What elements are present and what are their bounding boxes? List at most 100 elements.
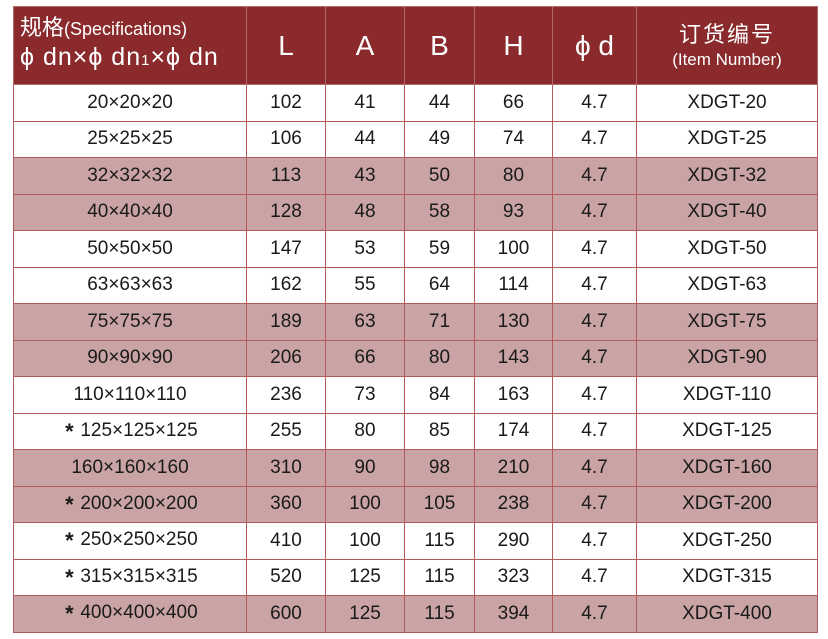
cell-h: 114 (474, 266, 553, 304)
spec-value: 63×63×63 (87, 274, 173, 296)
cell-l: 113 (246, 157, 326, 195)
cell-item: XDGT-25 (636, 120, 818, 158)
cell-b: 64 (404, 266, 475, 304)
cell-a: 73 (325, 376, 405, 414)
cell-b: 115 (404, 522, 475, 560)
cell-a: 44 (325, 120, 405, 158)
cell-l: 520 (246, 558, 326, 596)
header-row: 规格(Specifications) ϕ dn×ϕ dn1×ϕ dn L A B… (13, 6, 818, 85)
cell-b: 85 (404, 412, 475, 450)
table-row: 110×110×110 236 73 84 163 4.7 XDGT-110 (13, 376, 818, 414)
cell-item: XDGT-110 (636, 376, 818, 414)
header-spec-title: 规格(Specifications) (20, 15, 246, 42)
cell-b: 58 (404, 193, 475, 231)
cell-h: 74 (474, 120, 553, 158)
cell-h: 143 (474, 339, 553, 377)
cell-l: 206 (246, 339, 326, 377)
table-row: * 315×315×315 520 125 115 323 4.7 XDGT-315 (13, 558, 818, 596)
cell-item: XDGT-125 (636, 412, 818, 450)
cell-item: XDGT-315 (636, 558, 818, 596)
cell-l: 255 (246, 412, 326, 450)
cell-l: 106 (246, 120, 326, 158)
cell-d: 4.7 (552, 157, 637, 195)
header-spec-formula-a: ϕ dn×ϕ dn (20, 43, 142, 71)
cell-d: 4.7 (552, 376, 637, 414)
table-row: * 200×200×200 360 100 105 238 4.7 XDGT-200 (13, 485, 818, 523)
cell-h: 93 (474, 193, 553, 231)
cell-specification: 75×75×75 (13, 303, 247, 341)
table-row: * 125×125×125 255 80 85 174 4.7 XDGT-125 (13, 412, 818, 450)
cell-a: 80 (325, 412, 405, 450)
table-body: 20×20×20 102 41 44 66 4.7 XDGT-20 25×25×25 106 44… (13, 84, 818, 633)
header-spec-cn: 规格 (20, 15, 65, 40)
cell-a: 41 (325, 84, 405, 122)
star-marker: * (65, 418, 74, 444)
cell-a: 90 (325, 449, 405, 487)
spec-value: 315×315×315 (80, 565, 198, 587)
cell-b: 59 (404, 230, 475, 268)
cell-item: XDGT-90 (636, 339, 818, 377)
cell-specification: * 200×200×200 (13, 485, 247, 523)
star-marker: * (65, 491, 74, 517)
cell-item: XDGT-75 (636, 303, 818, 341)
spec-value: 110×110×110 (73, 383, 187, 405)
cell-b: 105 (404, 485, 475, 523)
cell-d: 4.7 (552, 193, 637, 231)
cell-l: 102 (246, 84, 326, 122)
cell-l: 410 (246, 522, 326, 560)
header-item-cn: 订货编号 (678, 21, 775, 47)
cell-b: 49 (404, 120, 475, 158)
header-B: B (404, 6, 475, 85)
cell-l: 147 (246, 230, 326, 268)
cell-l: 189 (246, 303, 326, 341)
cell-specification: 50×50×50 (13, 230, 247, 268)
cell-b: 84 (404, 376, 475, 414)
star-marker: * (65, 601, 74, 627)
spec-value: 25×25×25 (87, 128, 173, 150)
cell-item: XDGT-20 (636, 84, 818, 122)
header-item-number: 订货编号 (Item Number) (636, 6, 818, 85)
header-spec-formula-b: ×ϕ dn (150, 43, 219, 71)
cell-l: 162 (246, 266, 326, 304)
table-row: 25×25×25 106 44 49 74 4.7 XDGT-25 (13, 120, 818, 158)
cell-b: 80 (404, 339, 475, 377)
star-marker: * (65, 564, 74, 590)
cell-h: 66 (474, 84, 553, 122)
table-row: 32×32×32 113 43 50 80 4.7 XDGT-32 (13, 157, 818, 195)
cell-d: 4.7 (552, 303, 637, 341)
cell-l: 360 (246, 485, 326, 523)
spec-table-container: 规格(Specifications) ϕ dn×ϕ dn1×ϕ dn L A B… (13, 6, 818, 633)
cell-specification: 20×20×20 (13, 84, 247, 122)
cell-h: 290 (474, 522, 553, 560)
table-row: 20×20×20 102 41 44 66 4.7 XDGT-20 (13, 84, 818, 122)
cell-d: 4.7 (552, 558, 637, 596)
table-row: * 250×250×250 410 100 115 290 4.7 XDGT-250 (13, 522, 818, 560)
cell-d: 4.7 (552, 522, 637, 560)
cell-h: 130 (474, 303, 553, 341)
cell-item: XDGT-50 (636, 230, 818, 268)
header-L: L (246, 6, 326, 85)
table-row: 50×50×50 147 53 59 100 4.7 XDGT-50 (13, 230, 818, 268)
cell-h: 80 (474, 157, 553, 195)
cell-item: XDGT-250 (636, 522, 818, 560)
cell-d: 4.7 (552, 449, 637, 487)
header-spec-formula-sub: 1 (141, 52, 151, 69)
cell-h: 238 (474, 485, 553, 523)
spec-value: 32×32×32 (87, 164, 173, 186)
spec-value: 400×400×400 (80, 602, 198, 624)
cell-d: 4.7 (552, 266, 637, 304)
cell-specification: * 400×400×400 (13, 595, 247, 633)
table-row: 90×90×90 206 66 80 143 4.7 XDGT-90 (13, 339, 818, 377)
cell-a: 100 (325, 522, 405, 560)
cell-specification: 63×63×63 (13, 266, 247, 304)
cell-b: 71 (404, 303, 475, 341)
cell-b: 115 (404, 595, 475, 633)
cell-specification: * 250×250×250 (13, 522, 247, 560)
spec-value: 160×160×160 (71, 456, 189, 478)
spec-value: 20×20×20 (87, 91, 173, 113)
header-item-en: (Item Number) (672, 49, 782, 69)
cell-specification: 90×90×90 (13, 339, 247, 377)
table-row: * 400×400×400 600 125 115 394 4.7 XDGT-400 (13, 595, 818, 633)
cell-h: 174 (474, 412, 553, 450)
cell-d: 4.7 (552, 595, 637, 633)
